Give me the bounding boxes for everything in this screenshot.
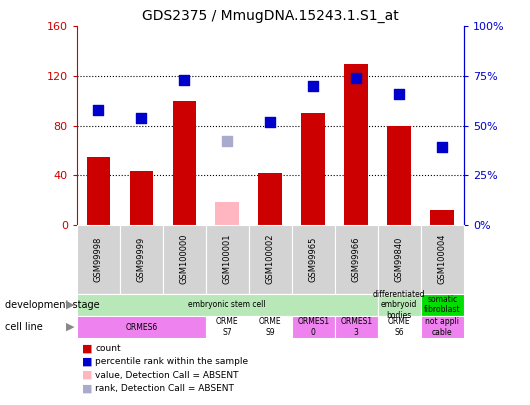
Text: ■: ■: [82, 343, 93, 353]
Text: GSM99840: GSM99840: [395, 237, 404, 282]
Text: GSM100002: GSM100002: [266, 234, 275, 284]
Text: GSM99998: GSM99998: [94, 237, 103, 282]
Text: differentiated
embryoid
bodies: differentiated embryoid bodies: [373, 290, 426, 320]
Point: [395, 91, 403, 97]
Text: percentile rank within the sample: percentile rank within the sample: [95, 357, 249, 366]
Text: GSM100004: GSM100004: [438, 234, 447, 284]
Bar: [172, 101, 196, 225]
Text: not appli
cable: not appli cable: [425, 318, 460, 337]
Text: rank, Detection Call = ABSENT: rank, Detection Call = ABSENT: [95, 384, 234, 393]
Text: ▶: ▶: [66, 322, 75, 332]
Point: [309, 83, 317, 89]
Point: [137, 114, 146, 121]
Text: ORMES6: ORMES6: [125, 322, 157, 332]
Text: ■: ■: [82, 370, 93, 380]
Point: [94, 107, 103, 113]
Point: [352, 75, 360, 81]
Point: [223, 138, 232, 145]
Text: count: count: [95, 344, 121, 353]
Title: GDS2375 / MmugDNA.15243.1.S1_at: GDS2375 / MmugDNA.15243.1.S1_at: [142, 9, 399, 23]
Text: embryonic stem cell: embryonic stem cell: [189, 300, 266, 309]
Text: GSM99965: GSM99965: [309, 237, 318, 282]
Text: GSM99966: GSM99966: [352, 237, 361, 282]
Point: [266, 118, 275, 125]
Text: GSM99999: GSM99999: [137, 237, 146, 282]
Text: GSM100001: GSM100001: [223, 234, 232, 284]
Text: ORMES1
0: ORMES1 0: [297, 318, 329, 337]
Text: ORME
S9: ORME S9: [259, 318, 281, 337]
Text: ORME
S7: ORME S7: [216, 318, 238, 337]
Text: ■: ■: [82, 384, 93, 393]
Text: ORMES1
3: ORMES1 3: [340, 318, 373, 337]
Bar: [344, 64, 368, 225]
Bar: [430, 210, 454, 225]
Text: ▶: ▶: [66, 300, 75, 310]
Bar: [86, 157, 110, 225]
Text: GSM100000: GSM100000: [180, 234, 189, 284]
Text: ■: ■: [82, 357, 93, 367]
Text: somatic
fibroblast: somatic fibroblast: [424, 295, 461, 314]
Bar: [387, 126, 411, 225]
Point: [438, 144, 446, 151]
Bar: [302, 113, 325, 225]
Point: [180, 77, 189, 83]
Text: cell line: cell line: [5, 322, 43, 332]
Text: ORME
S6: ORME S6: [388, 318, 411, 337]
Text: value, Detection Call = ABSENT: value, Detection Call = ABSENT: [95, 371, 239, 379]
Text: development stage: development stage: [5, 300, 100, 310]
Bar: [259, 173, 282, 225]
Bar: [216, 202, 239, 225]
Bar: [129, 171, 153, 225]
